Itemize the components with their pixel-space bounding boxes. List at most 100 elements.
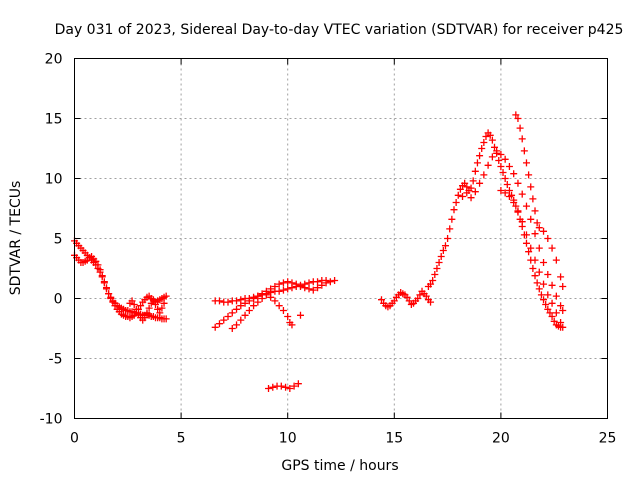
data-point	[557, 273, 565, 281]
data-point	[512, 202, 520, 210]
data-point	[478, 145, 486, 152]
data-point	[149, 296, 157, 304]
data-point	[559, 283, 567, 290]
data-point	[552, 292, 560, 300]
data-point	[552, 256, 560, 264]
data-point	[305, 279, 313, 287]
data-point	[102, 284, 110, 292]
data-point	[137, 302, 145, 310]
data-point	[518, 190, 526, 198]
data-point	[162, 315, 170, 323]
data-point	[284, 285, 292, 293]
data-point	[267, 285, 275, 293]
data-point	[427, 298, 435, 306]
data-point	[488, 153, 496, 161]
data-point	[220, 316, 228, 324]
data-point	[544, 271, 552, 278]
series-sat-d	[211, 277, 330, 306]
data-point	[100, 278, 108, 286]
data-point	[322, 279, 330, 287]
data-point	[512, 111, 520, 119]
data-point	[288, 321, 296, 329]
data-point	[265, 385, 273, 392]
series-sat-k	[497, 187, 567, 331]
data-point	[314, 278, 322, 286]
data-point	[228, 309, 236, 317]
data-point	[510, 170, 518, 178]
data-point	[275, 280, 283, 288]
data-point	[245, 307, 253, 314]
data-point	[488, 136, 496, 144]
data-point	[275, 287, 283, 295]
y-tick-label: 10	[45, 172, 63, 188]
axis-ticks: 0 5 10 15 20 25 -10 -5 0 5 10 15 20	[40, 52, 617, 447]
data-point	[446, 225, 454, 233]
data-point	[452, 199, 460, 206]
data-point	[540, 259, 548, 266]
data-point	[520, 147, 528, 155]
data-point	[505, 193, 513, 200]
series-sat-l	[512, 111, 567, 290]
data-point	[416, 291, 424, 299]
data-point	[544, 235, 552, 242]
data-point	[505, 163, 513, 170]
data-point	[525, 248, 533, 256]
data-point	[484, 161, 492, 169]
data-point	[96, 266, 104, 274]
data-point	[403, 293, 411, 301]
x-axis-title: GPS time / hours	[281, 458, 398, 474]
data-point	[529, 265, 537, 272]
data-point	[535, 285, 543, 293]
data-point	[378, 296, 386, 304]
data-point	[215, 297, 223, 305]
data-point	[527, 183, 535, 191]
data-point	[497, 187, 505, 194]
data-point	[522, 159, 530, 167]
data-point	[501, 189, 509, 197]
data-point	[275, 302, 283, 310]
data-point	[224, 313, 232, 320]
series-sat-g	[265, 311, 304, 392]
data-point	[503, 181, 511, 188]
data-point	[309, 286, 317, 294]
data-point	[531, 272, 539, 280]
data-point	[271, 297, 279, 305]
data-point	[258, 295, 266, 302]
data-point	[552, 309, 560, 317]
data-point	[290, 382, 298, 390]
data-point	[522, 202, 530, 210]
data-point	[542, 301, 550, 308]
data-point	[284, 278, 292, 286]
data-point	[533, 219, 541, 227]
data-point	[444, 235, 452, 242]
data-point	[529, 195, 537, 203]
data-point	[441, 242, 449, 250]
data-point	[546, 309, 554, 317]
data-point	[435, 259, 443, 266]
data-point	[467, 184, 475, 192]
series-sat-i	[424, 129, 565, 331]
data-point	[405, 297, 413, 305]
data-point	[454, 191, 462, 199]
x-tick-label: 0	[70, 431, 79, 447]
data-point	[531, 256, 539, 264]
data-point	[505, 187, 513, 194]
data-point	[233, 305, 241, 313]
data-point	[154, 305, 162, 313]
data-point	[254, 298, 262, 306]
data-point	[279, 286, 287, 294]
data-point	[427, 280, 435, 288]
data-point	[92, 257, 100, 265]
data-point	[326, 278, 334, 286]
data-point	[237, 296, 245, 304]
data-point	[250, 302, 258, 310]
data-point	[516, 124, 524, 132]
data-point	[429, 277, 437, 284]
data-point	[557, 302, 565, 310]
data-point	[510, 199, 518, 206]
data-point	[105, 290, 113, 298]
data-point	[314, 284, 322, 292]
data-point	[531, 230, 539, 238]
data-point	[284, 313, 292, 320]
data-point	[279, 279, 287, 287]
